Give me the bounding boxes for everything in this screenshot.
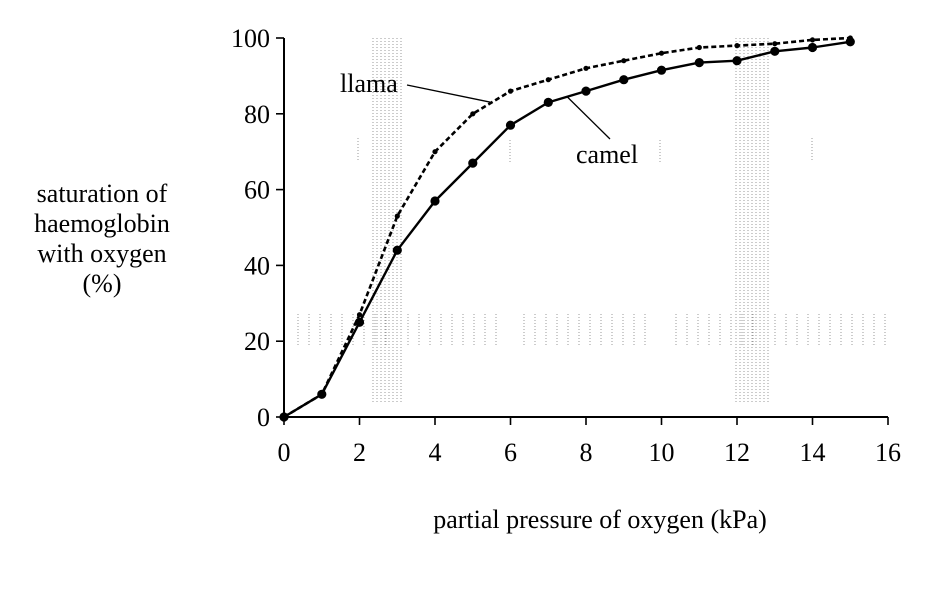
data-point-llama — [583, 65, 589, 71]
series-label-camel: camel — [576, 140, 638, 169]
leader-line-camel — [566, 96, 611, 140]
y-tick-label: 20 — [244, 327, 270, 356]
x-tick-label: 10 — [649, 438, 675, 467]
data-point-camel — [581, 86, 591, 96]
x-tick-label: 4 — [429, 438, 442, 467]
data-point-camel — [656, 65, 667, 75]
data-point-camel — [694, 58, 704, 68]
data-point-camel — [619, 75, 629, 85]
y-axis-title-line: saturation of — [37, 179, 168, 208]
data-point-llama — [772, 41, 778, 47]
data-point-llama — [809, 37, 816, 43]
data-point-camel — [468, 158, 478, 168]
y-tick-label: 40 — [244, 251, 270, 280]
y-axis-title-line: with oxygen — [37, 239, 166, 268]
data-point-llama — [696, 44, 702, 51]
data-point-camel — [354, 317, 365, 327]
data-point-camel — [430, 196, 440, 206]
data-point-camel — [543, 97, 553, 107]
data-point-llama — [470, 111, 476, 117]
data-point-camel — [845, 37, 855, 47]
x-tick-label: 16 — [875, 438, 901, 467]
data-point-camel — [807, 42, 818, 53]
series-layer — [279, 35, 855, 422]
data-point-llama — [507, 88, 514, 94]
data-point-camel — [732, 56, 742, 66]
data-point-llama — [545, 77, 551, 83]
data-point-llama — [658, 50, 665, 56]
x-tick-label: 14 — [800, 438, 826, 467]
data-point-llama — [621, 58, 627, 64]
data-point-llama — [734, 43, 740, 49]
y-axis-title-line: haemoglobin — [34, 209, 170, 238]
series-label-llama: llama — [340, 69, 398, 98]
data-point-llama — [394, 213, 400, 219]
x-tick-label: 2 — [353, 438, 366, 467]
scan-noise-layer — [297, 38, 886, 404]
y-axis-title-line: (%) — [83, 269, 122, 298]
axes — [276, 37, 889, 425]
data-point-llama — [356, 312, 363, 318]
data-point-camel — [770, 46, 780, 56]
series-line-camel — [283, 40, 851, 419]
data-point-camel — [279, 412, 289, 422]
x-tick-label: 0 — [278, 438, 291, 467]
data-point-camel — [505, 120, 516, 130]
x-tick-label: 8 — [580, 438, 593, 467]
data-point-camel — [392, 245, 402, 255]
y-tick-label: 0 — [257, 403, 270, 432]
series-line-llama — [283, 36, 851, 419]
labels: 0 2 4 6 8 10 12 14 16 0 20 40 60 80 100 partial pressur… — [34, 24, 901, 534]
data-point-camel — [317, 389, 327, 399]
x-tick-label: 12 — [724, 438, 750, 467]
x-axis-title: partial pressure of oxygen (kPa) — [433, 505, 767, 534]
x-tick-label: 6 — [504, 438, 517, 467]
y-tick-label: 80 — [244, 100, 270, 129]
y-tick-label: 100 — [231, 24, 270, 53]
y-tick-label: 60 — [244, 176, 270, 205]
leader-line-llama — [406, 84, 492, 104]
data-point-llama — [432, 149, 438, 155]
